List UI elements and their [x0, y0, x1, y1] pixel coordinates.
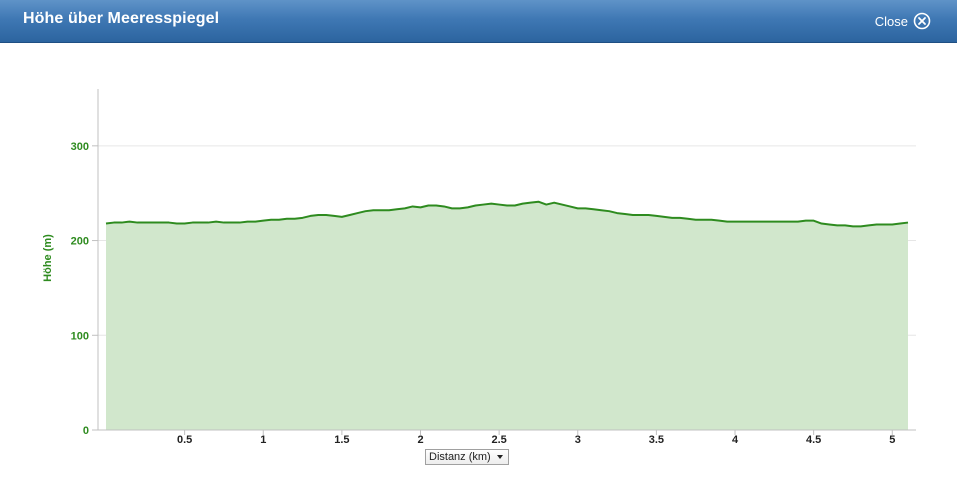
elevation-chart: 0 100 200 300 0.5 1 1.5 2 2.5 3 3.5 4 4.5 5 Höhe (m)… [0, 44, 957, 487]
elevation-chart-svg: 0 100 200 300 0.5 1 1.5 2 2.5 3 3.5 4 4.5 5 Höhe (m) [42, 89, 916, 446]
elevation-line [105, 200, 909, 228]
close-circle-icon[interactable] [913, 12, 931, 30]
area-layer [105, 200, 909, 430]
x-axis-unit-value: Distanz (km) [429, 451, 491, 463]
x-tick-label: 2.5 [491, 434, 506, 446]
dropdown-arrow-icon [497, 455, 503, 459]
window-title: Höhe über Meeresspiegel [23, 10, 220, 27]
x-tick-label: 5 [889, 434, 895, 446]
axis-layer [92, 89, 916, 435]
x-tick-label: 3.5 [649, 434, 664, 446]
y-axis-label: Höhe (m) [42, 234, 54, 282]
elevation-area-fill [106, 201, 908, 430]
y-tick-label: 300 [71, 141, 89, 153]
x-tick-label: 3 [575, 434, 581, 446]
window-titlebar: Höhe über Meeresspiegel Close [0, 0, 957, 43]
close-label: Close [874, 13, 908, 29]
y-tick-labels: 0 100 200 300 [71, 141, 89, 437]
close-button[interactable]: Close [875, 11, 931, 31]
y-tick-label: 0 [83, 425, 89, 437]
x-tick-labels: 0.5 1 1.5 2 2.5 3 3.5 4 4.5 5 [177, 434, 895, 446]
x-axis-unit-select[interactable]: Distanz (km) [425, 449, 509, 465]
x-tick-label: 0.5 [177, 434, 192, 446]
x-tick-label: 4.5 [806, 434, 821, 446]
x-tick-label: 4 [732, 434, 739, 446]
x-tick-label: 2 [417, 434, 423, 446]
x-tick-label: 1.5 [334, 434, 349, 446]
y-tick-label: 200 [71, 236, 89, 248]
x-tick-label: 1 [260, 434, 266, 446]
y-tick-label: 100 [71, 330, 89, 342]
